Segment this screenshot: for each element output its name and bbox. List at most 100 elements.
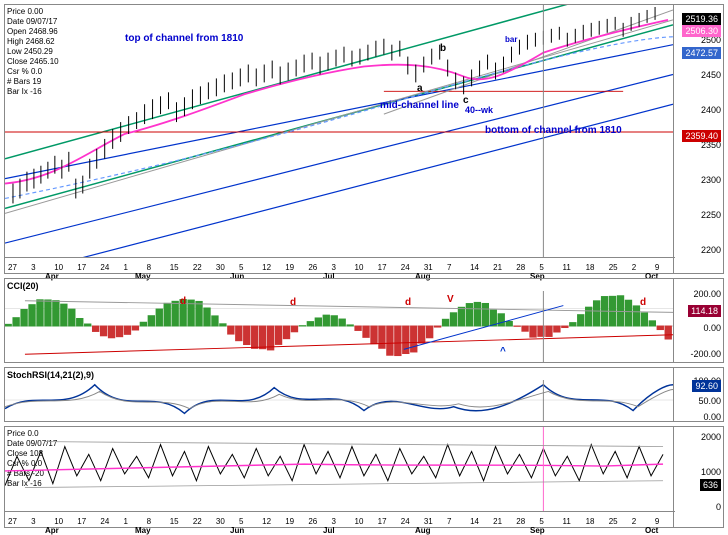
x-tick: 19 bbox=[285, 517, 294, 526]
x-tick: 2 bbox=[632, 263, 636, 272]
x-tick: 10 bbox=[355, 517, 364, 526]
cci-d1: d bbox=[180, 296, 186, 307]
info-low: Low 2450.29 bbox=[7, 47, 59, 57]
x-tick: 25 bbox=[609, 517, 618, 526]
stoch-axis: 100.00 50.00 0.00 92.60 bbox=[673, 368, 723, 421]
x-tick: 31 bbox=[424, 263, 433, 272]
ann-a: a bbox=[417, 83, 423, 94]
cci-caret: ^ bbox=[500, 346, 506, 357]
ytick: 50.00 bbox=[698, 396, 721, 406]
x-tick: 21 bbox=[493, 517, 502, 526]
ann-top-channel: top of channel from 1810 bbox=[125, 33, 243, 44]
x-tick: 14 bbox=[470, 263, 479, 272]
ann-b: b bbox=[440, 43, 446, 54]
cci-plot: d d d V d ^ bbox=[5, 291, 673, 362]
x-tick: 19 bbox=[285, 263, 294, 272]
stoch-title: StochRSI(14,21(2),9) bbox=[7, 370, 94, 380]
ytick: 2250 bbox=[701, 210, 721, 220]
x-tick: 21 bbox=[493, 263, 502, 272]
x-tick: 27 bbox=[8, 263, 17, 272]
main-x-axis: 2731017241815223051219263101724317142128… bbox=[5, 257, 675, 273]
price-tag-current: 2519.36 bbox=[682, 13, 721, 25]
info-close: Close 2465.10 bbox=[7, 57, 59, 67]
main-info-box: Price 0.00 Date 09/07/17 Open 2468.96 Hi… bbox=[7, 7, 59, 97]
cci-axis: 200.00 0.00 -200.00 114.18 bbox=[673, 279, 723, 362]
info-bars: # Bars 19 bbox=[7, 77, 59, 87]
main-plot-area: top of channel from 1810 mid-channel lin… bbox=[5, 5, 673, 257]
stoch-plot bbox=[5, 380, 673, 421]
x-tick: 8 bbox=[147, 517, 151, 526]
ytick: 2200 bbox=[701, 245, 721, 255]
x-tick: 3 bbox=[331, 263, 335, 272]
x-tick: 22 bbox=[193, 263, 202, 272]
x-tick: 24 bbox=[100, 517, 109, 526]
x-tick: 7 bbox=[447, 263, 451, 272]
x-tick: 5 bbox=[539, 517, 543, 526]
stoch-svg bbox=[5, 380, 673, 421]
x-tick: 17 bbox=[378, 263, 387, 272]
x-tick: 24 bbox=[401, 517, 410, 526]
x-month: Jul bbox=[323, 526, 335, 535]
cci-chart: CCI(20) d d d V d ^ 200.00 0.00 -200.00 … bbox=[4, 278, 724, 363]
x-tick: 7 bbox=[447, 517, 451, 526]
main-price-chart: top of channel from 1810 mid-channel lin… bbox=[4, 4, 724, 274]
x-tick: 15 bbox=[170, 517, 179, 526]
cci-title: CCI(20) bbox=[7, 281, 39, 291]
ytick: 2450 bbox=[701, 70, 721, 80]
ytick: 0.00 bbox=[703, 412, 721, 422]
x-tick: 30 bbox=[216, 263, 225, 272]
x-month: Oct bbox=[645, 526, 658, 535]
ytick: 1000 bbox=[701, 467, 721, 477]
info-barix: Bar Ix -16 bbox=[7, 87, 59, 97]
x-tick: 10 bbox=[54, 517, 63, 526]
price-tag-support: 2359.40 bbox=[682, 130, 721, 142]
x-tick: 5 bbox=[239, 263, 243, 272]
x-tick: 12 bbox=[262, 263, 271, 272]
lower-svg bbox=[5, 427, 673, 511]
lower-x-axis: 2731017241815223051219263101724317142128… bbox=[5, 511, 675, 527]
ytick: 2400 bbox=[701, 105, 721, 115]
ann-mid-channel: mid-channel line bbox=[380, 100, 459, 111]
info-csr: Csr % 0.0 bbox=[7, 67, 59, 77]
x-tick: 17 bbox=[77, 263, 86, 272]
ytick: 200.00 bbox=[693, 289, 721, 299]
stoch-value: 92.60 bbox=[692, 380, 721, 392]
x-tick: 5 bbox=[539, 263, 543, 272]
info-date: Date 09/07/17 bbox=[7, 17, 59, 27]
x-month: Jun bbox=[230, 526, 244, 535]
info-open: Open 2468.96 bbox=[7, 27, 59, 37]
x-tick: 3 bbox=[31, 517, 35, 526]
info-high: High 2468.62 bbox=[7, 37, 59, 47]
main-price-axis: 2200 2250 2300 2350 2400 2450 2500 2519.… bbox=[673, 5, 723, 273]
x-tick: 2 bbox=[632, 517, 636, 526]
x-tick: 31 bbox=[424, 517, 433, 526]
x-tick: 5 bbox=[239, 517, 243, 526]
x-tick: 30 bbox=[216, 517, 225, 526]
ytick: -200.00 bbox=[690, 349, 721, 359]
cci-svg bbox=[5, 291, 673, 362]
lower-value: 636 bbox=[700, 479, 721, 491]
x-tick: 15 bbox=[170, 263, 179, 272]
lower-plot bbox=[5, 427, 673, 511]
ytick: 0.00 bbox=[703, 323, 721, 333]
cci-v: V bbox=[447, 294, 454, 305]
x-tick: 1 bbox=[124, 517, 128, 526]
x-tick: 14 bbox=[470, 517, 479, 526]
x-tick: 24 bbox=[401, 263, 410, 272]
x-tick: 11 bbox=[562, 517, 570, 526]
x-tick: 28 bbox=[516, 263, 525, 272]
x-tick: 12 bbox=[262, 517, 271, 526]
x-tick: 10 bbox=[54, 263, 63, 272]
x-month: May bbox=[135, 526, 151, 535]
x-tick: 9 bbox=[655, 517, 659, 526]
x-tick: 18 bbox=[586, 517, 595, 526]
lower-chart: Price 0.0 Date 09/07/17 Close 108 Csr % … bbox=[4, 426, 724, 528]
ytick: 0 bbox=[716, 502, 721, 512]
x-month: Sep bbox=[530, 526, 545, 535]
cci-d4: d bbox=[640, 297, 646, 308]
ytick: 2000 bbox=[701, 432, 721, 442]
ann-c: c bbox=[463, 95, 469, 106]
lower-axis: 2000 1000 0 636 bbox=[673, 427, 723, 527]
cci-d3: d bbox=[405, 297, 411, 308]
x-tick: 8 bbox=[147, 263, 151, 272]
